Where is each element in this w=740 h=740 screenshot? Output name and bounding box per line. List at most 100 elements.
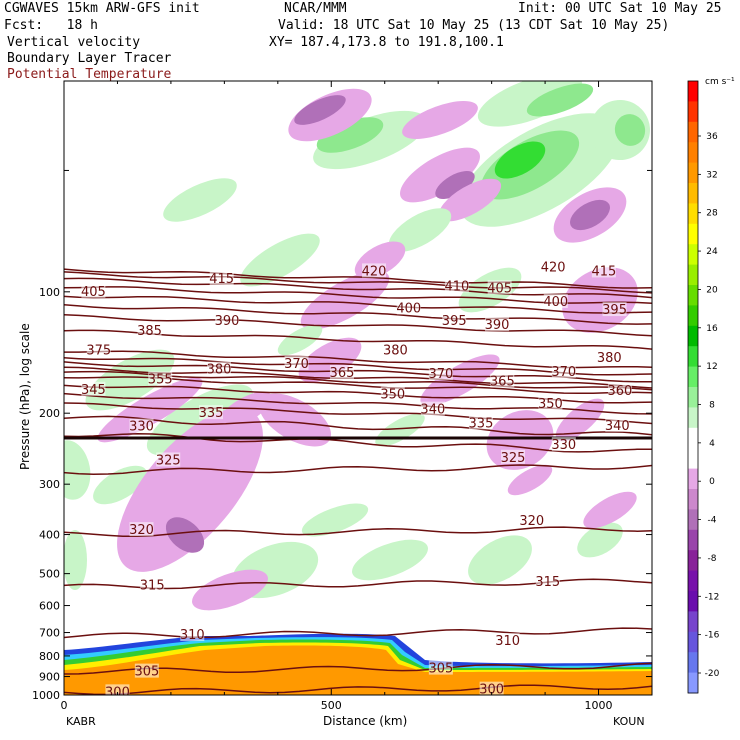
vertical-velocity-area [64,440,91,500]
theta-label-bg [148,371,173,386]
plot-frame [63,80,653,696]
theta-label-bg [362,263,387,278]
colorbar-label: 8 [709,401,715,411]
colorbar-swatch [688,591,698,612]
theta-label: 370 [428,367,453,382]
vertical-velocity-area [555,398,605,442]
theta-label-bg [495,633,520,648]
vertical-velocity-area [165,517,205,553]
theta-label-bg [329,365,354,380]
colorbar-label: 12 [706,362,717,372]
theta-label-bg [428,660,453,675]
theta-label: 380 [597,351,622,366]
theta-label: 310 [495,634,520,649]
colorbar-frame [687,80,699,694]
theta-label: 415 [209,272,234,287]
colorbar-swatch [688,366,698,388]
theta-label-bg [215,312,240,327]
theta-label-bg [137,322,162,337]
vertical-velocity-area [435,171,475,199]
theta-label: 305 [134,665,159,680]
theta-label: 385 [137,324,162,339]
theta-label: 335 [199,406,224,421]
colorbar-swatch [688,631,698,653]
theta-label: 375 [86,344,111,359]
theta-contour [64,627,652,639]
colorbar-swatch [688,509,698,531]
theta-label-bg [490,373,515,388]
vertical-velocity-area [614,114,646,146]
y-tick-label: 1000 [32,689,60,702]
colorbar: 36 32 28 24 20 16 12 8 4 0 -4 -8 -12 -16 -20 [687,80,720,694]
colorbar-swatch [688,142,698,164]
forecast-hour: Fcst: 18 h [4,18,98,33]
colorbar-swatch [688,672,698,694]
theta-label-bg [541,259,566,274]
vertical-velocity-area [400,147,480,203]
y-tick-label: 900 [39,671,60,684]
vertical-velocity-area [583,491,637,529]
theta-contour [64,314,652,337]
theta-label-bg [501,449,526,464]
vertical-velocity-area [577,522,623,558]
theta-label: 330 [551,438,576,453]
theta-label: 380 [383,344,408,359]
theta-label: 380 [207,363,232,378]
colorbar-swatch [688,183,698,204]
colorbar-swatch [688,264,698,286]
model-title: CGWAVES 15km ARW-GFS init [4,1,200,16]
theta-label-bg [209,271,234,286]
vertical-velocity-area [526,83,594,117]
vertical-velocity-area [93,465,147,505]
theta-label: 350 [538,397,563,412]
colorbar-swatch [688,407,698,429]
colorbar-label: -8 [708,554,717,564]
theta-label-bg [380,386,405,401]
colorbar-swatch [688,387,698,408]
theta-contour [64,464,652,475]
theta-label-bg [607,382,632,397]
theta-label-bg [396,300,421,315]
theta-contour [64,268,652,289]
colorbar-swatch [688,489,698,510]
colorbar-swatch [688,244,698,266]
y-tick-label: 500 [39,568,60,581]
vertical-velocity-area [240,233,320,287]
colorbar-swatch [688,325,698,347]
vertical-velocity-area [562,267,638,333]
theta-label: 370 [551,365,576,380]
colorbar-label: 24 [706,247,718,257]
theta-label: 355 [148,373,173,388]
x-tick-label: 1000 [585,699,613,712]
theta-label: 325 [156,453,181,468]
colorbar-swatch [688,652,698,674]
theta-label-bg [86,342,111,357]
colorbar-label: -12 [705,592,720,602]
x-start-station: KABR [66,715,96,728]
colorbar-label: -20 [705,669,720,679]
theta-label: 330 [129,420,154,435]
colorbar-swatch [688,81,698,102]
colorbar-swatch [688,570,698,592]
colorbar-label: 32 [706,170,717,180]
colorbar-unit: cm s⁻¹ [705,77,735,87]
theta-label-bg [199,405,223,420]
colorbar-label: 16 [706,324,718,334]
vertical-velocity-area [258,393,332,447]
theta-contour [64,415,652,436]
theta-label: 350 [380,388,405,403]
theta-contour [64,662,652,675]
vertical-velocity-area [117,408,263,572]
colorbar-swatch [688,611,698,633]
theta-label-bg [134,663,159,678]
x-tick-label: 500 [321,699,342,712]
vertical-velocity-area [163,178,237,222]
theta-label-bg [597,350,622,365]
theta-label: 405 [81,285,106,300]
y-tick-label: 100 [39,286,60,299]
colorbar-label: 36 [706,132,718,142]
theta-label-bg [484,317,509,332]
theta-contour [64,526,652,538]
theta-label-bg [284,355,309,370]
theta-label: 370 [284,357,309,372]
